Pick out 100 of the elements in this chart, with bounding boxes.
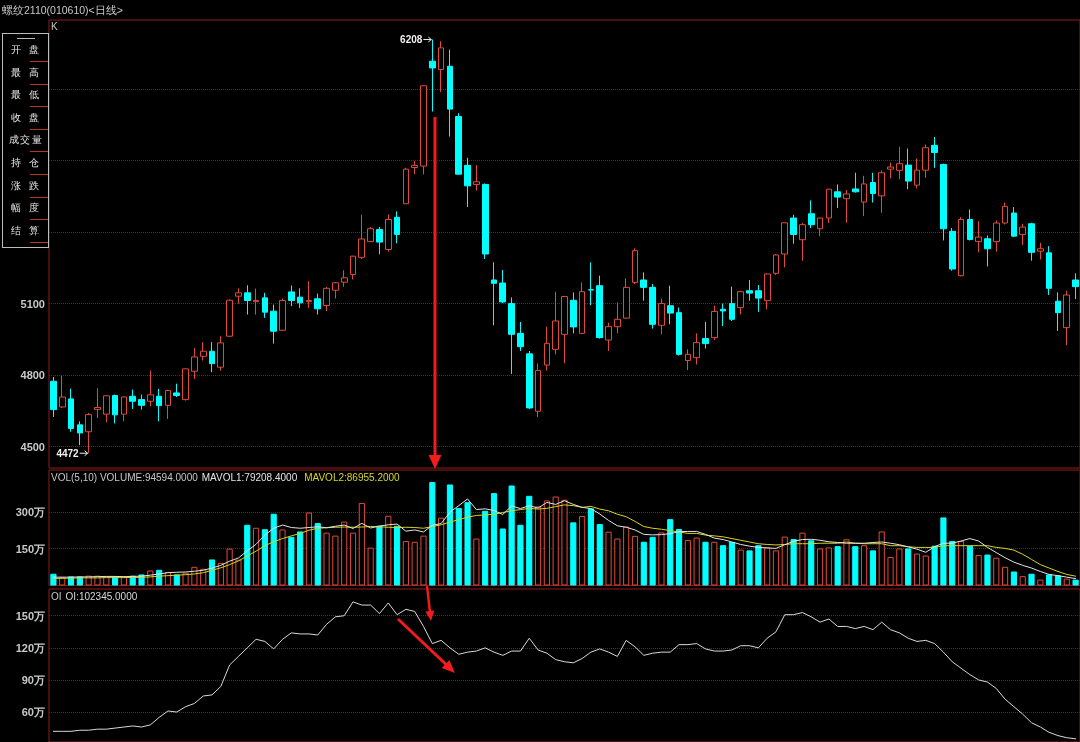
candlestick [817,217,823,237]
bar [499,528,506,586]
bar [605,531,612,586]
candlestick [834,183,841,209]
candlestick [852,172,859,194]
candlestick [473,164,480,192]
annotation: 6208 [400,34,423,46]
bar [543,500,550,586]
bar [376,525,383,586]
candlestick [200,341,207,362]
candlestick [182,367,189,402]
candlestick [121,395,127,422]
candlestick [508,296,515,375]
candlestick [455,112,462,175]
candlestick [658,298,665,335]
candlestick [314,293,321,316]
candlestick [905,147,912,190]
y-tick-label: 300万 [15,505,45,518]
bar [517,524,524,586]
candlestick [781,222,788,268]
bar [279,529,286,586]
bar [244,524,251,586]
candlestick [579,281,585,335]
bar [702,541,709,586]
bar [438,517,445,586]
candlestick [914,157,920,189]
bar [957,541,965,586]
candlestick [358,214,365,260]
bar [305,512,313,586]
bar [878,531,885,586]
candlestick [993,219,1000,253]
bar [684,540,691,586]
bar [1037,579,1044,586]
bar [1046,574,1053,586]
bar [526,495,533,586]
bar [473,538,480,586]
candlestick [385,213,392,253]
bar [931,545,938,586]
bar [843,539,850,586]
bar [261,529,268,586]
candlestick [702,321,709,350]
candlestick [482,182,489,260]
bar [728,542,736,586]
bar [737,549,744,586]
candlestick [808,199,815,229]
candlestick [799,222,806,262]
bar [596,524,603,586]
candlestick [605,322,612,352]
candlestick [279,298,286,332]
bar [297,531,304,586]
bar [455,508,462,586]
candlestick [773,253,779,276]
candlestick [1072,272,1079,300]
bar [446,484,454,586]
bar [825,547,832,586]
candlestick [535,362,541,418]
candlestick [711,305,718,341]
bar [1063,578,1070,586]
candlestick [843,189,850,224]
y-tick-label: 4800 [20,369,45,382]
candlestick [896,146,903,180]
candlestick [270,304,277,345]
candlestick [1055,291,1061,332]
candlestick [226,299,233,338]
bar [534,506,542,586]
bar [887,556,894,586]
bar [1002,566,1009,586]
bar [1019,576,1026,586]
bar [1054,575,1062,586]
candlestick [676,307,682,357]
bar [658,532,665,586]
bar [1010,571,1017,586]
candlestick [975,220,982,253]
bar [631,535,639,586]
text: OI:102345.0000 [65,590,138,602]
candlestick [217,335,224,372]
candlestick [667,285,674,325]
bar [226,548,233,586]
candlestick [68,388,74,433]
candlestick [491,261,497,326]
bar [640,541,647,586]
y-tick-label: 5100 [20,297,45,310]
candlestick [931,136,938,169]
candlestick [394,210,400,244]
bar [349,532,357,586]
candlestick [878,169,885,214]
candlestick [464,157,471,208]
bar [552,496,559,586]
candlestick [288,284,295,307]
candlestick [429,39,436,113]
bar [816,548,824,586]
candlestick [1002,202,1008,225]
bar [482,510,489,586]
bar [834,546,841,586]
bar [393,525,401,586]
bar [420,535,427,586]
bar [949,541,956,586]
candlestick [77,420,83,446]
bar [746,550,753,586]
bar [341,521,348,586]
